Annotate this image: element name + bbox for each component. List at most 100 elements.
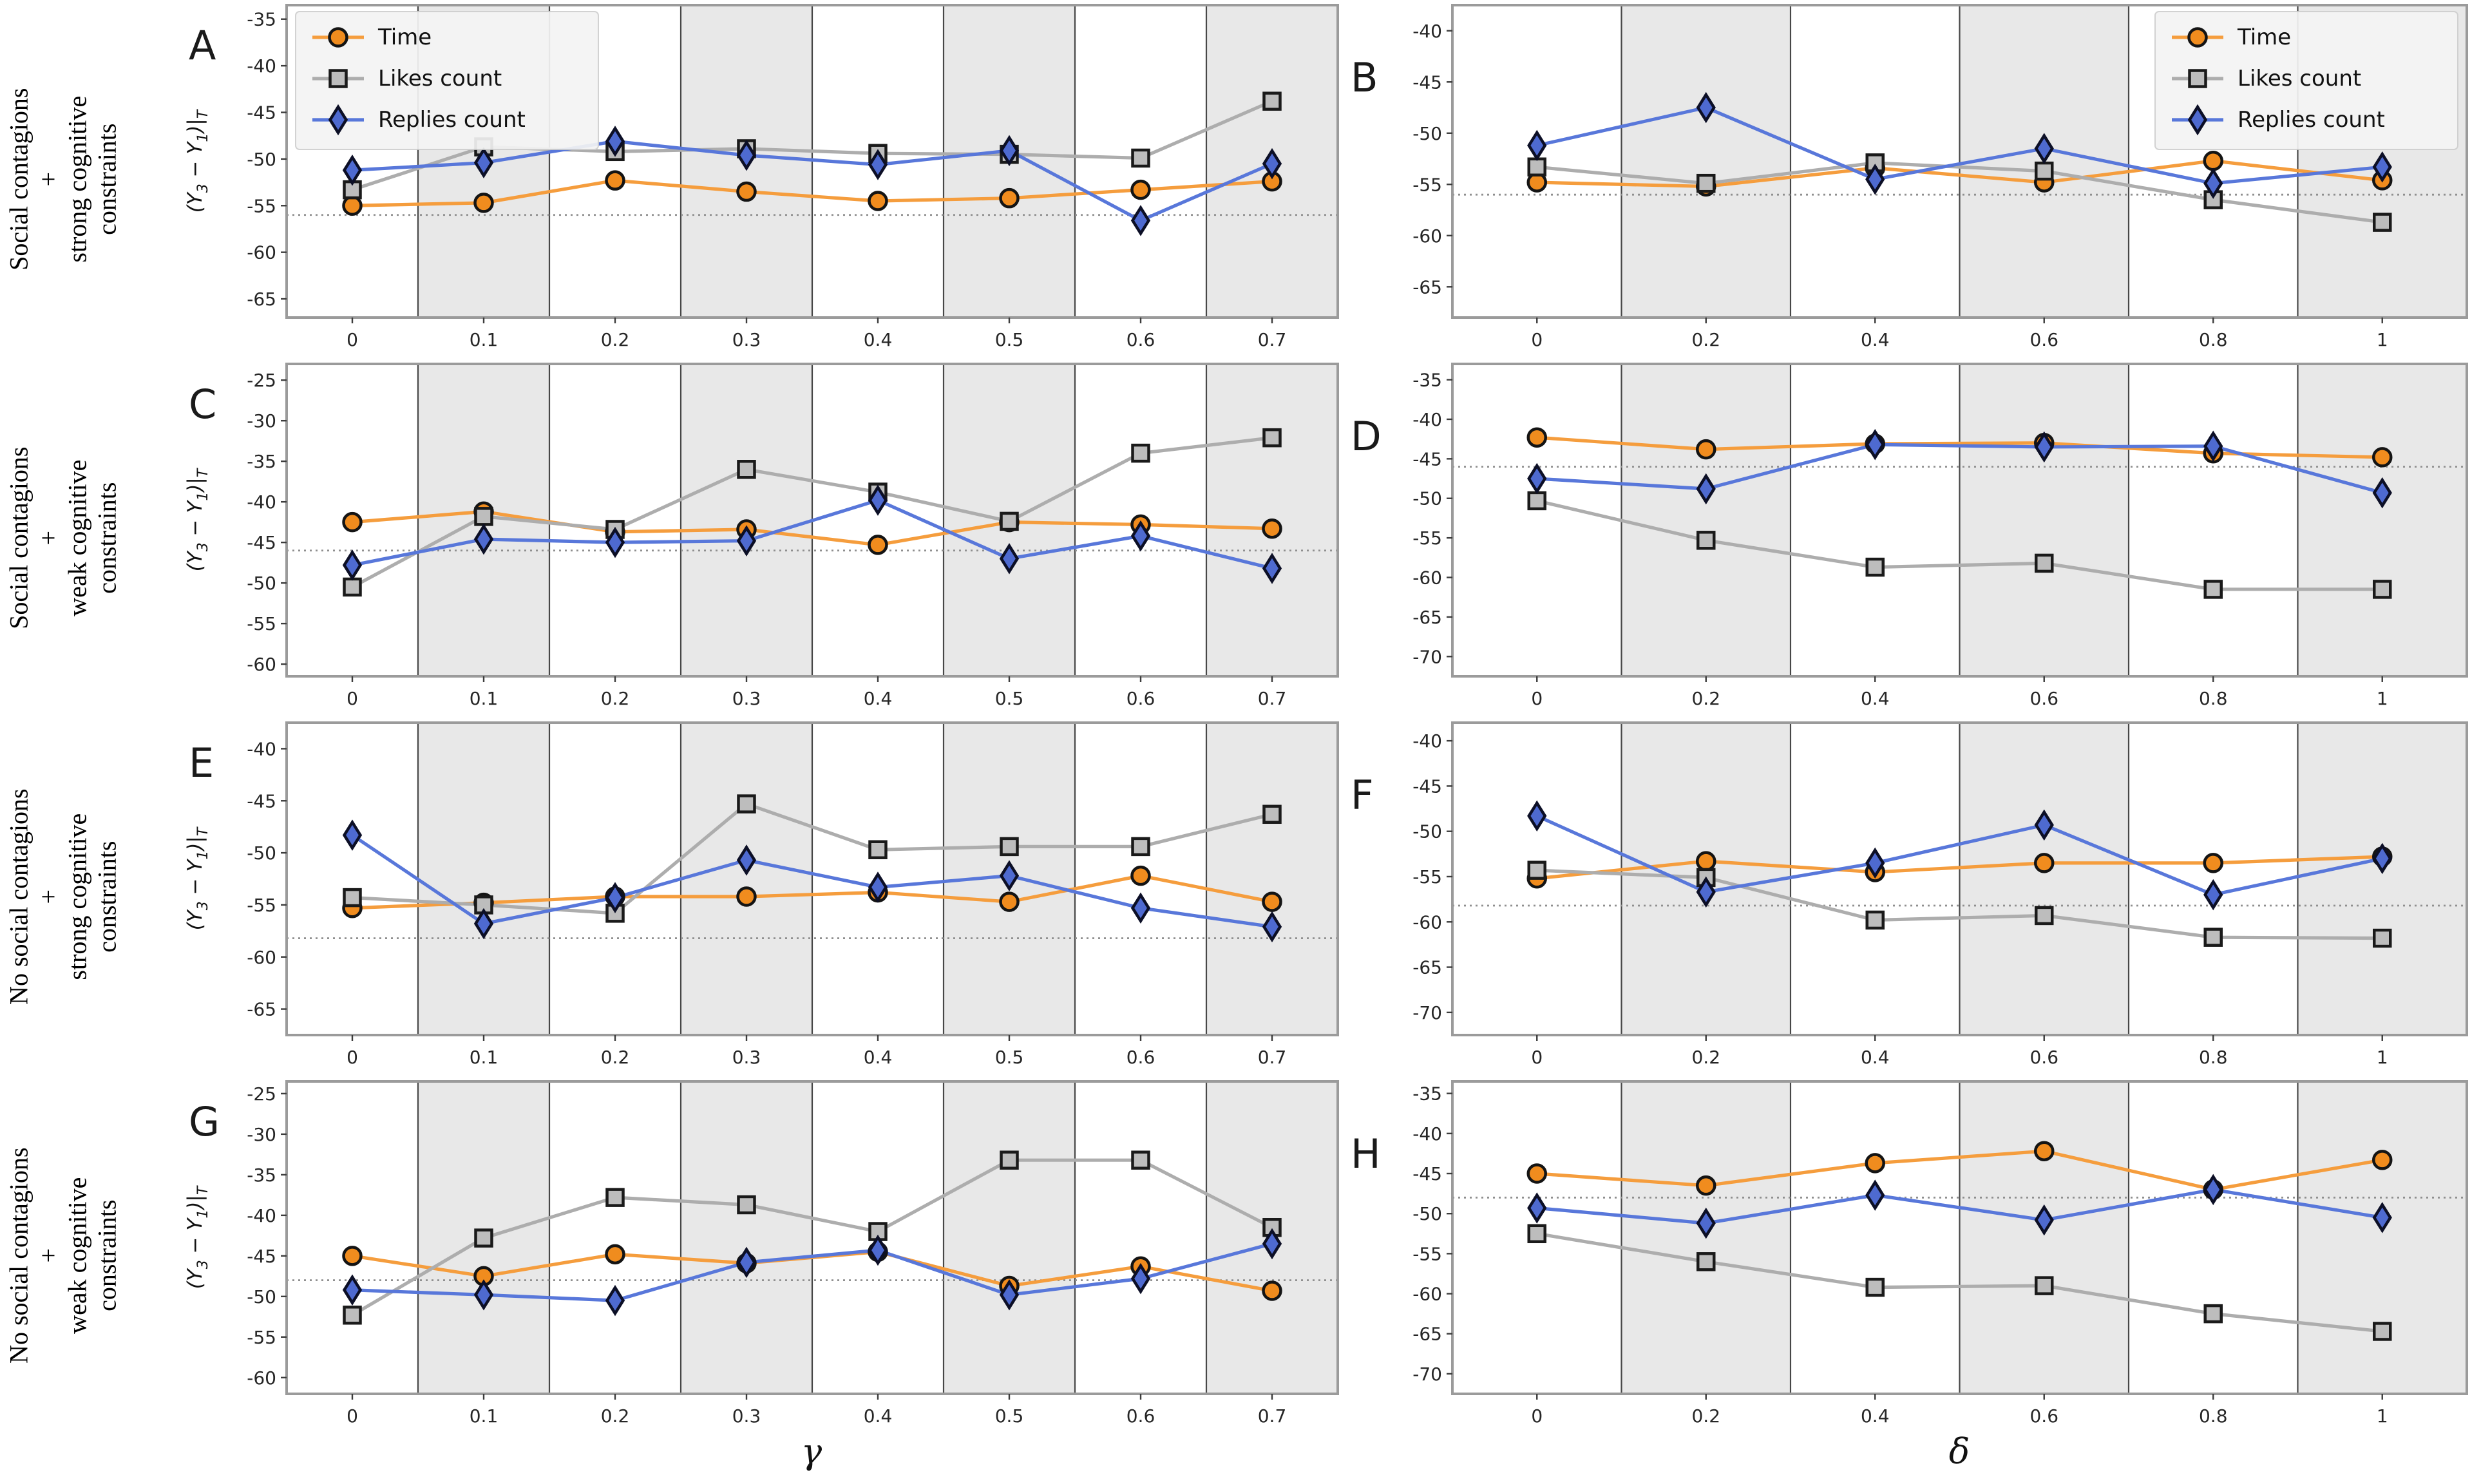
marker-square-likes <box>343 1306 362 1325</box>
marker-square-likes <box>1000 511 1019 531</box>
marker-square-likes <box>605 1188 625 1207</box>
y-tick-label: -60 <box>247 1367 276 1389</box>
marker-circle-time <box>473 193 494 213</box>
background-band <box>1959 723 2129 1035</box>
y-tick-label: -45 <box>1412 1163 1442 1184</box>
marker-circle-time <box>1130 179 1151 200</box>
panel-D: D -35 -40 -45 -50 -55 -60 -65 -70 0 0.2 0.4 0.6 0.8 1 <box>1343 359 2490 718</box>
x-tick-label: 0.6 <box>2029 1047 2058 1068</box>
x-tick-label: 0.3 <box>732 1047 761 1068</box>
x-tick-label: 1 <box>2377 329 2388 350</box>
marker-diamond-replies <box>999 860 1020 891</box>
row-label-plus: + <box>33 531 62 546</box>
chart-C: -25 -30 -35 -40 -45 -50 -55 -60 0 0.1 0.2 0.3 0.4 0.5… <box>184 363 1339 709</box>
marker-square-likes <box>1262 804 1282 824</box>
panel-E: E -40 -45 -50 -55 -60 -65 0 0.1 0.2 0.3 0.4 0.5 0.6 0… <box>126 718 1343 1076</box>
row-label-3: No social contagions + strong cognitive … <box>0 718 126 1076</box>
series-replies-line <box>1536 814 2383 897</box>
y-tick-label: -45 <box>1412 71 1442 93</box>
row-label-text: Social contagions + weak cognitive const… <box>4 447 121 629</box>
marker-circle-time <box>342 195 363 216</box>
marker-diamond-replies <box>1865 164 1885 195</box>
y-axis-label: (Y3 − Y1)|T <box>184 468 211 571</box>
y-tick-label: -70 <box>1412 1002 1442 1023</box>
marker-circle-time <box>328 27 348 48</box>
y-tick-label: -55 <box>247 895 276 916</box>
marker-diamond-replies <box>736 139 757 171</box>
series-likes-line <box>352 802 1273 915</box>
y-tick-label: -40 <box>1412 21 1442 42</box>
y-tick-label: -50 <box>247 1286 276 1308</box>
marker-diamond-replies <box>342 155 363 186</box>
marker-diamond-replies <box>2203 879 2223 911</box>
marker-square-likes <box>2035 161 2054 181</box>
plot-border <box>285 721 1339 1036</box>
y-tick-label: -60 <box>1412 911 1442 933</box>
y-tick-label: -50 <box>1412 821 1442 842</box>
y-tick-label: -40 <box>1412 1123 1442 1145</box>
chart-B: -40 -45 -50 -55 -60 -65 0 0.2 0.4 0.6 0.8 1 Time Like… <box>1412 4 2468 350</box>
plot-border <box>1451 4 2468 319</box>
chart-G: -25 -30 -35 -40 -45 -50 -55 -60 0 0.1 0.2 0.3 0.4 0.5… <box>184 1080 1339 1427</box>
plot-border <box>285 4 1339 319</box>
x-tick-label: 0.8 <box>2199 329 2228 350</box>
y-tick-label: -65 <box>247 999 276 1020</box>
y-tick-label: -40 <box>247 738 276 759</box>
y-tick-label: -55 <box>1412 528 1442 549</box>
background-band <box>2297 364 2467 676</box>
x-tick-label: 0 <box>1531 688 1543 709</box>
y-tick-label: -40 <box>247 55 276 77</box>
row-label-line: Social contagions <box>4 88 33 271</box>
series-time-markers <box>342 170 1282 216</box>
marker-diamond-replies <box>999 135 1020 167</box>
marker-square-likes <box>1527 157 1546 176</box>
marker-diamond-replies <box>1130 1262 1151 1295</box>
y-tick-label: -30 <box>247 1124 276 1145</box>
x-tick-label: 0.7 <box>1258 688 1287 709</box>
x-axis-label-gamma: γ <box>801 1431 822 1472</box>
series-replies-markers <box>342 126 1282 236</box>
marker-diamond-replies <box>1696 91 1716 124</box>
x-tick-label: 0.2 <box>1691 1405 1720 1427</box>
marker-diamond-replies <box>473 1279 494 1311</box>
marker-circle-time <box>342 1246 363 1266</box>
marker-diamond-replies <box>342 819 363 851</box>
row-label-line: constraints <box>92 123 122 236</box>
x-tick-label: 0.4 <box>1861 688 1890 709</box>
legend-label-replies: Replies count <box>2238 107 2385 133</box>
marker-square-likes <box>1131 837 1150 857</box>
marker-square-likes <box>343 888 362 908</box>
x-tick-label: 0.1 <box>470 688 499 709</box>
row-label-line: constraints <box>92 482 122 595</box>
row-label-line: constraints <box>92 841 122 953</box>
background-band <box>1959 1081 2129 1394</box>
plot-border <box>285 1080 1339 1395</box>
x-tick-label: 0.6 <box>1126 1405 1155 1427</box>
y-tick-label: -45 <box>247 532 276 553</box>
panel-C: C -25 -30 -35 -40 -45 -50 -55 -60 0 0.1 0.2 0.3 0.4 0… <box>126 359 1343 718</box>
x-tick-label: 0.1 <box>470 329 499 350</box>
series-replies-line <box>351 833 1273 929</box>
legend-label-replies: Replies count <box>378 107 526 133</box>
marker-square-likes <box>2203 1304 2223 1324</box>
y-tick-label: -60 <box>1412 225 1442 247</box>
x-tick-label: 0.2 <box>1691 688 1720 709</box>
marker-square-likes <box>1131 443 1150 463</box>
background-band <box>681 723 812 1035</box>
y-tick-label: -35 <box>247 1165 276 1186</box>
background-band <box>944 1081 1075 1394</box>
x-tick-label: 0.6 <box>2029 1405 2058 1427</box>
marker-circle-time <box>868 535 888 555</box>
marker-circle-time <box>2372 447 2393 468</box>
x-tick-label: 0 <box>1531 1047 1543 1068</box>
marker-diamond-replies <box>1527 1192 1547 1224</box>
legend: Time Likes count Replies count <box>2154 11 2458 150</box>
chart-E: -40 -45 -50 -55 -60 -65 0 0.1 0.2 0.3 0.4 0.5 0.6 0.7… <box>184 721 1339 1068</box>
x-tick-label: 0.8 <box>2199 688 2228 709</box>
marker-diamond-replies <box>1865 847 1885 879</box>
x-tick-label: 0.3 <box>732 329 761 350</box>
y-axis-label: (Y3 − Y1)|T <box>184 109 211 213</box>
x-tick-label: 0 <box>347 1047 358 1068</box>
y-tick-label: -35 <box>247 9 276 30</box>
